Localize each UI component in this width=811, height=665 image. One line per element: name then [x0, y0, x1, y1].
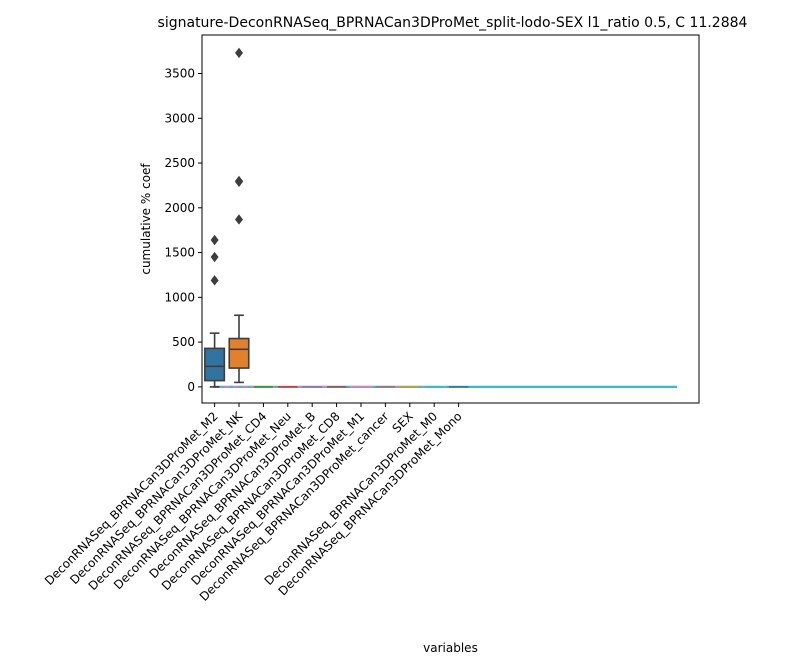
outlier-point	[210, 251, 219, 263]
box	[228, 337, 250, 369]
chart-title: signature-DeconRNASeq_BPRNACan3DProMet_s…	[158, 15, 748, 31]
outlier-point	[210, 275, 219, 286]
outlier-point	[235, 175, 243, 187]
plot-frame	[201, 34, 700, 404]
y-axis-label: cumulative % coef	[139, 163, 153, 275]
y-axis: 0 500 1000 1500 2000 2500 3000 3500	[164, 67, 202, 394]
y-tick-label: 1000	[164, 290, 195, 304]
plot-area	[204, 47, 677, 388]
y-tick-label: 3000	[164, 111, 195, 125]
x-axis-label: variables	[423, 641, 478, 655]
y-tick-label: 2000	[164, 201, 195, 215]
outlier-point	[235, 214, 243, 225]
box	[204, 347, 226, 382]
outlier-point	[210, 234, 219, 246]
y-tick-label: 500	[172, 335, 195, 349]
y-tick-label: 3500	[164, 67, 195, 81]
x-axis: DeconRNASeq_BPRNACan3DProMet_M2DeconRNAS…	[42, 403, 465, 604]
y-tick-label: 2500	[164, 156, 195, 170]
y-tick-label: 1500	[164, 246, 195, 260]
outlier-point	[235, 47, 243, 59]
y-tick-label: 0	[187, 380, 195, 394]
